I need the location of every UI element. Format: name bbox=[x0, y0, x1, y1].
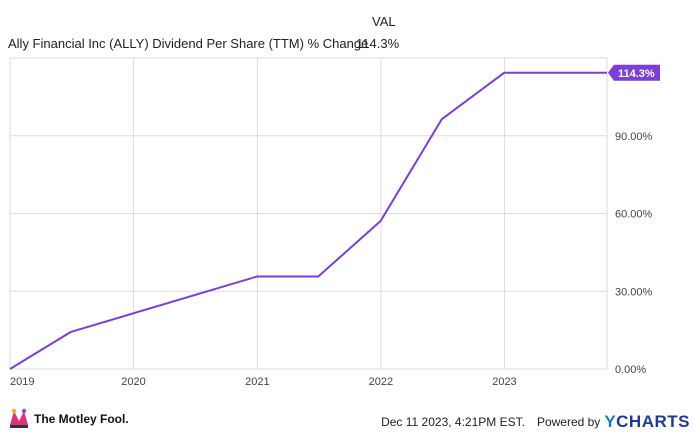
legend-series-value: 114.3% bbox=[356, 36, 400, 51]
last-value-label: 114.3% bbox=[608, 64, 660, 81]
powered-by-label: Powered by bbox=[536, 415, 601, 429]
last-value-text: 114.3% bbox=[618, 68, 655, 80]
y-tick-label: 0.00% bbox=[615, 364, 646, 376]
last-value-flag bbox=[608, 64, 660, 81]
x-axis: 2019 2020 2021 2022 2023 bbox=[10, 376, 517, 388]
footer-attribution: Dec 11 2023, 4:21PM EST. Powered by YCHA… bbox=[381, 412, 690, 432]
y-axis: 0.00% 30.00% 60.00% 90.00% bbox=[615, 131, 653, 376]
ycharts-logo: YCHARTS bbox=[604, 412, 690, 431]
x-tick-label: 2021 bbox=[245, 376, 269, 388]
brand-text: The Motley Fool. bbox=[34, 412, 129, 426]
motley-fool-logo: The Motley Fool. bbox=[8, 405, 129, 433]
y-tick-label: 60.00% bbox=[615, 209, 653, 221]
grid bbox=[9, 57, 608, 370]
y-tick-label: 30.00% bbox=[615, 286, 653, 298]
x-tick-label: 2019 bbox=[10, 376, 34, 388]
x-tick-label: 2023 bbox=[492, 376, 516, 388]
series-line bbox=[9, 71, 607, 370]
legend-series-label: Ally Financial Inc (ALLY) Dividend Per S… bbox=[8, 36, 369, 51]
legend-header: VAL bbox=[372, 14, 396, 29]
jester-hat-icon bbox=[10, 408, 28, 428]
x-tick-label: 2022 bbox=[369, 376, 393, 388]
series-layer bbox=[9, 71, 607, 370]
timestamp: Dec 11 2023, 4:21PM EST. bbox=[381, 415, 525, 429]
x-tick-label: 2020 bbox=[121, 376, 145, 388]
y-tick-label: 90.00% bbox=[615, 131, 653, 143]
